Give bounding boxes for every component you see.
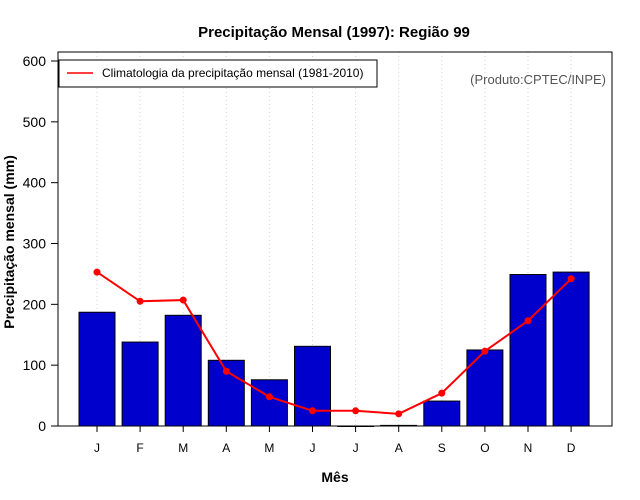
climatology-point-9	[481, 347, 489, 355]
x-tick-label: A	[395, 441, 403, 455]
climatology-point-8	[438, 389, 446, 397]
climatology-point-5	[309, 407, 316, 415]
credit-text: (Produto:CPTEC/INPE)	[470, 72, 606, 87]
bar-1	[121, 341, 159, 427]
climatology-point-1	[136, 297, 144, 305]
bar-4	[250, 379, 288, 427]
plot-frame	[57, 51, 613, 427]
bars	[78, 271, 590, 427]
chart-title: Precipitação Mensal (1997): Região 99	[198, 24, 470, 41]
x-tick-label: M	[178, 441, 188, 455]
climatology-point-6	[352, 407, 360, 415]
x-axis-label: Mês	[321, 469, 348, 485]
x-tick-label: J	[310, 441, 316, 455]
bar-2	[164, 314, 202, 427]
bar-10	[509, 274, 547, 427]
x-tick-label: S	[438, 441, 446, 455]
x-tick-label: J	[94, 441, 100, 455]
legend-box	[58, 59, 378, 88]
legend-label: Climatologia da precipitação mensal (198…	[102, 66, 363, 80]
bar-11	[552, 271, 590, 427]
legend: Climatologia da precipitação mensal (198…	[58, 59, 378, 88]
climatology-point-11	[567, 275, 575, 283]
x-tick-label: N	[524, 441, 533, 455]
y-axis: 0 100 200 300 400 500 600	[23, 53, 58, 434]
y-tick-label: 300	[23, 236, 47, 252]
x-tick-label: A	[222, 441, 230, 455]
climatology-point-7	[395, 410, 403, 418]
y-tick-label: 200	[23, 296, 47, 312]
climatology-line	[93, 268, 575, 418]
bar-0	[78, 311, 116, 427]
x-tick-label: O	[480, 441, 489, 455]
y-tick-label: 400	[23, 175, 47, 191]
climatology-point-3	[222, 367, 230, 375]
y-tick-label: 500	[23, 114, 47, 130]
bar-8	[423, 400, 461, 427]
y-tick-label: 600	[23, 53, 47, 69]
y-axis-label: Precipitação mensal (mm)	[1, 155, 17, 329]
x-tick-label: D	[567, 441, 576, 455]
y-tick-label: 0	[38, 418, 46, 434]
climatology-point-10	[524, 317, 532, 325]
bar-9	[466, 349, 504, 427]
climatology-point-4	[265, 393, 273, 401]
x-tick-label: M	[264, 441, 274, 455]
x-tick-label: F	[136, 441, 143, 455]
climatology-polyline	[96, 271, 572, 415]
x-tick-label: J	[353, 441, 359, 455]
y-tick-label: 100	[23, 357, 47, 373]
climatology-point-2	[179, 296, 187, 304]
climatology-point-0	[93, 268, 101, 276]
